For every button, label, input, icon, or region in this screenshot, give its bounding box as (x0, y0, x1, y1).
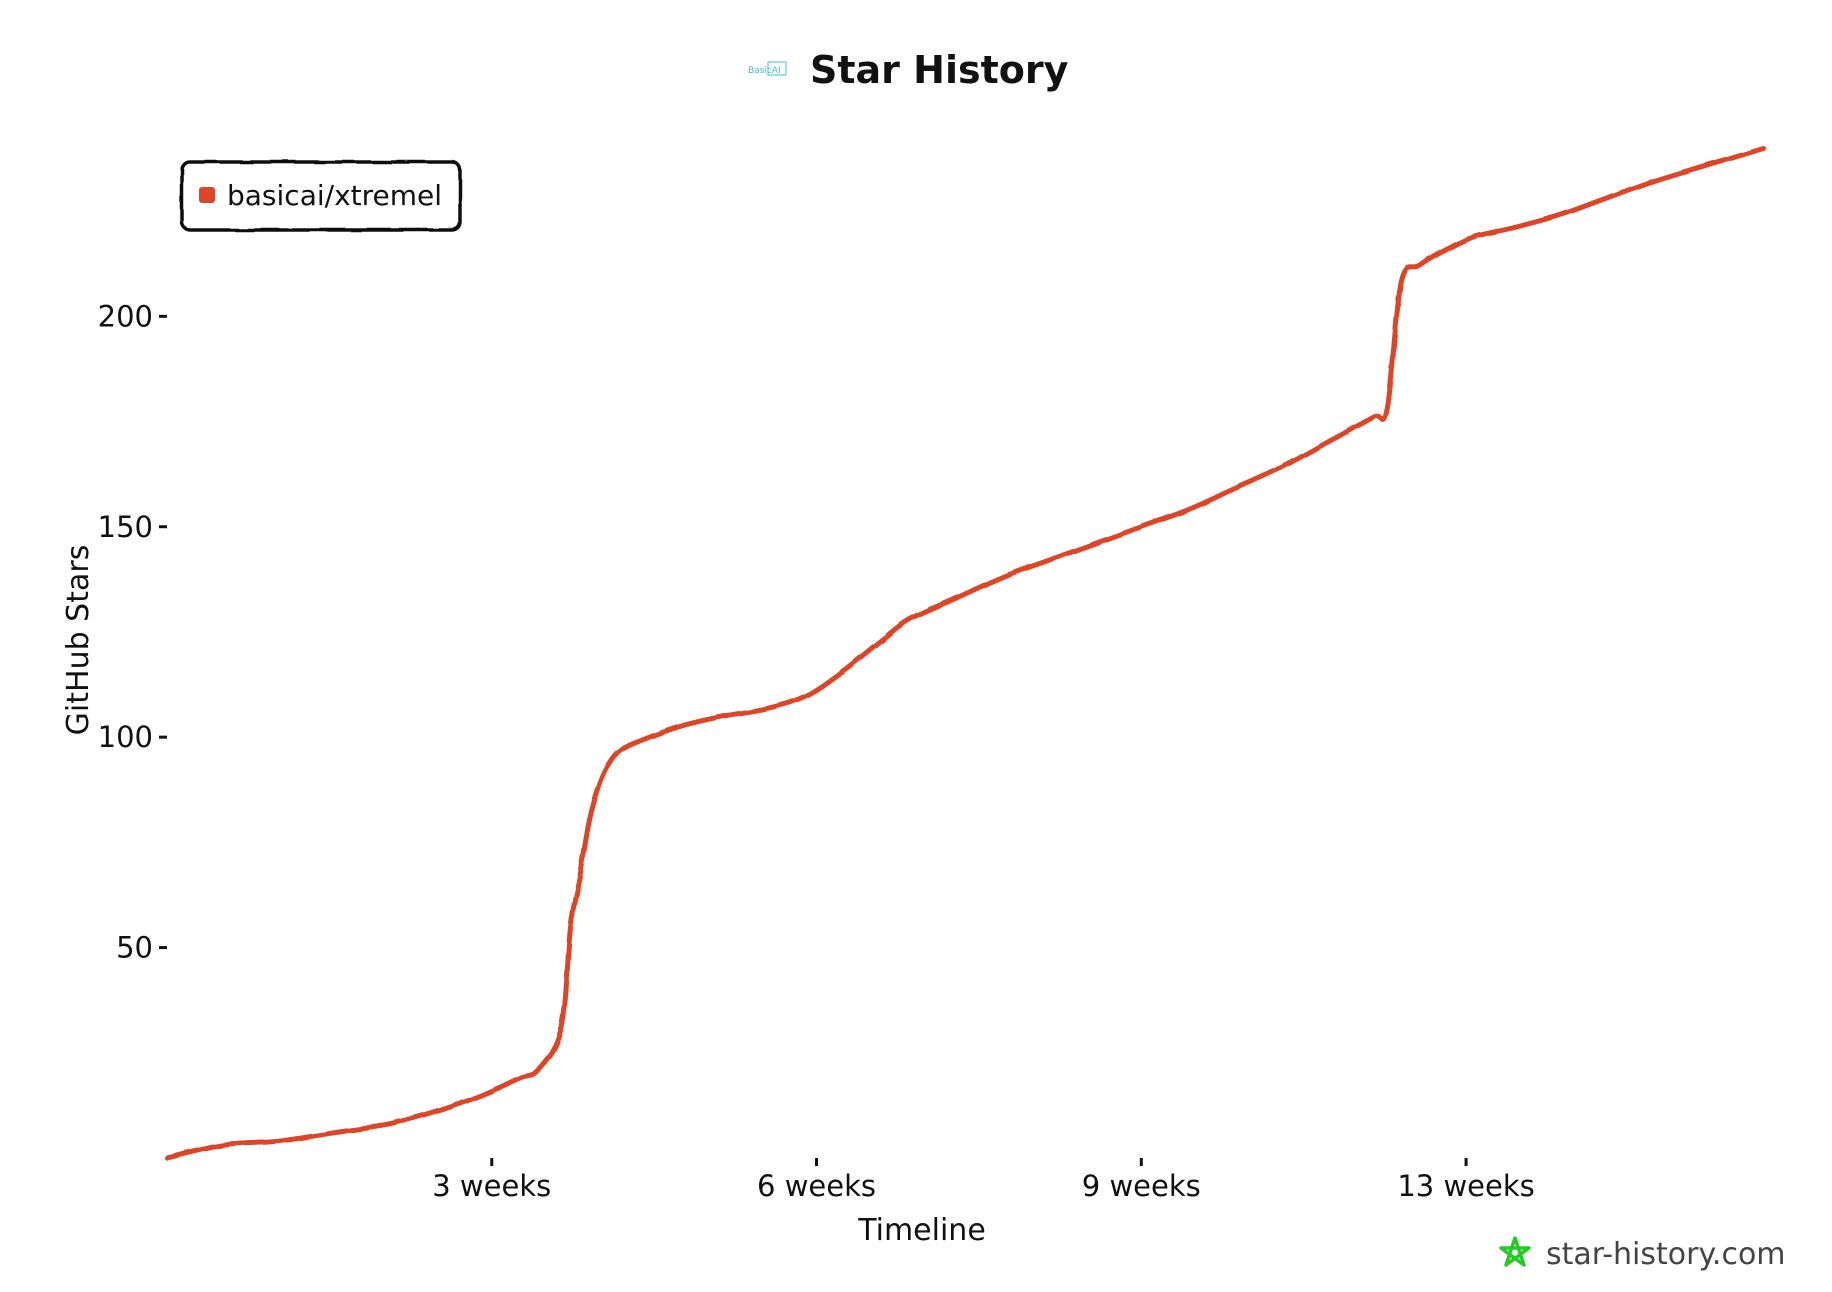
x-tick-label: 13 weeks (1397, 1169, 1534, 1203)
x-tick-label: 9 weeks (1082, 1169, 1201, 1203)
chart-title: Star History (810, 48, 1069, 92)
series-line-basicai-xtremel (164, 145, 1766, 1161)
x-tick-label: 3 weeks (432, 1169, 551, 1203)
basicai-logo-icon: BasicAI (748, 61, 787, 76)
chart-header: BasicAI Star History (748, 48, 1069, 92)
star-history-star-icon (1499, 1236, 1531, 1267)
y-tick-label: 150 (98, 510, 153, 544)
x-tick-label: 6 weeks (757, 1169, 876, 1203)
watermark: star-history.com (1499, 1236, 1786, 1272)
logo-text: BasicAI (748, 66, 781, 76)
x-axis-label: Timeline (857, 1213, 986, 1248)
watermark-text: star-history.com (1546, 1237, 1786, 1272)
legend-box (180, 160, 462, 232)
y-tick-label: 100 (98, 720, 153, 754)
legend: basicai/xtremel (180, 160, 462, 232)
y-tick-label: 200 (98, 299, 153, 333)
y-tick-label: 50 (116, 931, 153, 965)
plot-area: 50 100 150 200 3 weeks 6 weeks 9 weeks 13 weeks (98, 145, 1766, 1203)
legend-label: basicai/xtremel (227, 179, 442, 212)
legend-swatch (199, 187, 215, 203)
y-axis-label: GitHub Stars (61, 545, 96, 736)
